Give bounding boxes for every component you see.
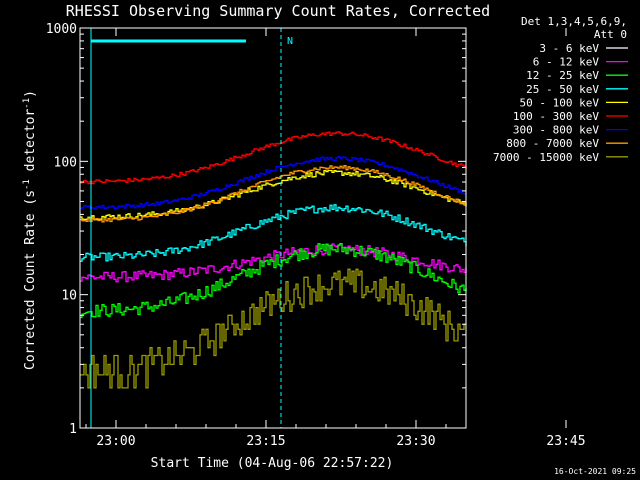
legend-label-4: 50 - 100 keV <box>520 96 600 109</box>
series-line-2 <box>80 242 467 319</box>
y-label-prefix: Corrected Count Rate (s <box>23 190 38 370</box>
series-line-8 <box>80 268 466 389</box>
series-line-5 <box>80 131 467 185</box>
legend-label-7: 800 - 7000 keV <box>506 137 599 150</box>
y-tick-label-0: 1 <box>69 422 77 437</box>
legend-label-2: 12 - 25 keV <box>526 69 599 82</box>
legend-label-0: 3 - 6 keV <box>539 42 599 55</box>
legend-header-attenuator: Att 0 <box>594 28 627 41</box>
series-line-3 <box>80 204 467 262</box>
legend-label-5: 100 - 300 keV <box>513 110 599 123</box>
legend-label-1: 6 - 12 keV <box>533 56 600 69</box>
legend-header-detectors: Det 1,3,4,5,6,9, <box>521 15 627 28</box>
series-line-1 <box>80 243 467 283</box>
y-label-sup-1: -1 <box>22 179 32 190</box>
y-tick-label-1: 10 <box>61 289 77 304</box>
series-layer <box>80 131 467 389</box>
series-line-7 <box>80 165 467 223</box>
series-line-6 <box>80 156 467 210</box>
y-label-middle: detector <box>23 109 38 180</box>
marker-layer: N <box>90 28 293 428</box>
x-tick-label-1: 23:15 <box>246 434 285 449</box>
chart-title: RHESSI Observing Summary Count Rates, Co… <box>66 2 490 20</box>
x-tick-label-3: 23:45 <box>546 434 585 449</box>
y-label-suffix: ) <box>23 90 38 98</box>
legend-label-3: 25 - 50 keV <box>526 83 599 96</box>
y-label-sup-2: -1 <box>22 98 32 109</box>
axis-layer: 23:0023:1523:3023:4500:0000:1500:3011010… <box>46 22 586 449</box>
legend-label-6: 300 - 800 keV <box>513 124 599 137</box>
y-tick-label-2: 100 <box>54 155 77 170</box>
x-tick-label-0: 23:00 <box>96 434 135 449</box>
y-tick-label-3: 1000 <box>46 22 77 37</box>
x-axis-label: Start Time (04-Aug-06 22:57:22) <box>151 456 394 471</box>
plot-frame <box>79 27 467 429</box>
legend-label-8: 7000 - 15000 keV <box>493 151 599 164</box>
x-tick-label-2: 23:30 <box>396 434 435 449</box>
generation-timestamp: 16-Oct-2021 09:25 <box>554 467 636 476</box>
night-flag-label: N <box>287 36 293 47</box>
y-axis-label: Corrected Count Rate (s-1 detector-1) <box>22 90 38 370</box>
